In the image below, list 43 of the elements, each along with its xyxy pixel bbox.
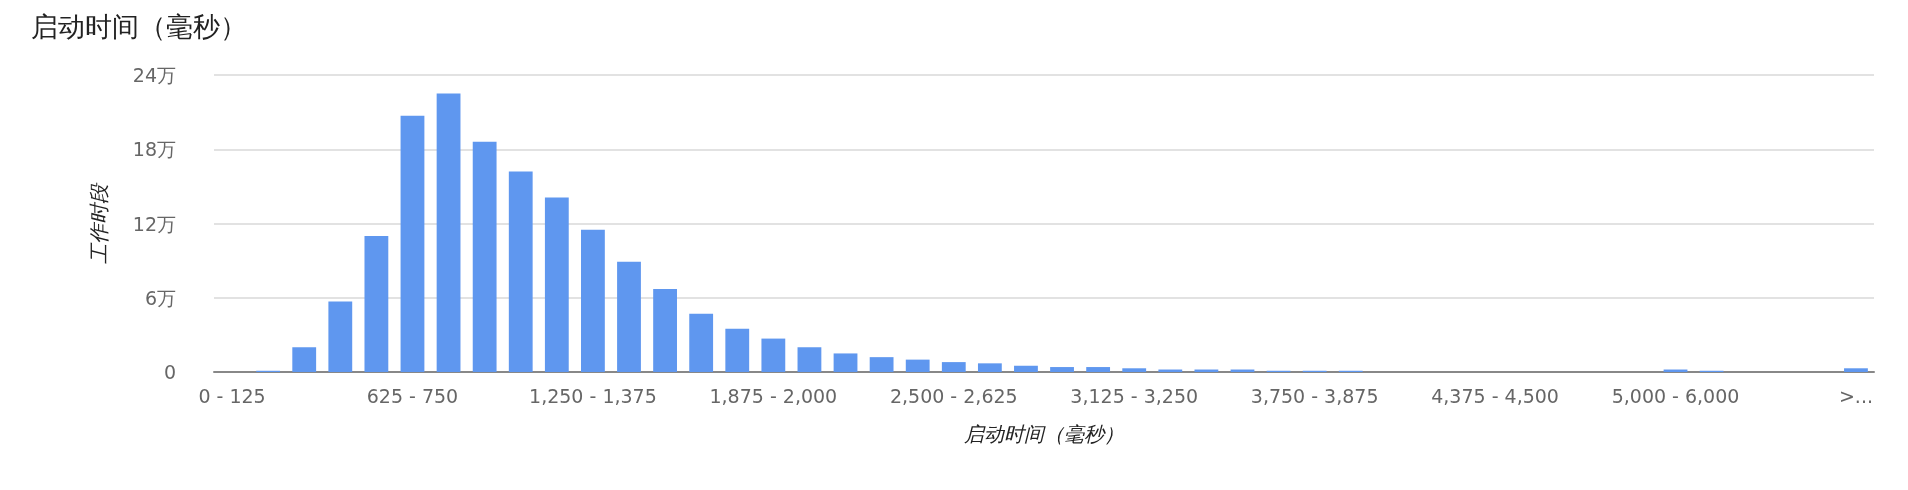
bar xyxy=(833,353,858,372)
bar xyxy=(725,328,750,372)
x-tick-label: 625 - 750 xyxy=(366,384,459,407)
x-tick-label: 3,125 - 3,250 xyxy=(1070,384,1199,407)
bar xyxy=(292,347,317,372)
bar xyxy=(653,289,677,372)
bar xyxy=(977,363,1002,372)
bar xyxy=(328,301,353,372)
bar xyxy=(1086,367,1111,372)
bar xyxy=(1844,368,1868,372)
x-tick-label: 5,000 - 6,000 xyxy=(1611,384,1740,407)
bar xyxy=(689,313,714,372)
x-tick-label: 1,875 - 2,000 xyxy=(709,384,838,407)
bar xyxy=(797,347,822,372)
bar xyxy=(941,362,966,372)
x-tick-label: 0 - 125 xyxy=(198,384,266,407)
y-tick-label: 18万 xyxy=(132,138,176,161)
x-tick-label: 1,250 - 1,375 xyxy=(529,384,657,407)
bar xyxy=(869,357,894,372)
y-tick-label: 24万 xyxy=(132,64,176,86)
bar xyxy=(364,235,389,372)
x-tick-label: 3,750 - 3,875 xyxy=(1250,384,1379,407)
bar xyxy=(508,171,533,372)
bar xyxy=(905,359,930,372)
bar xyxy=(761,338,786,372)
bar xyxy=(581,229,605,372)
x-tick-label: 2,500 - 2,625 xyxy=(889,384,1018,407)
bar xyxy=(617,261,641,372)
bar xyxy=(400,115,425,372)
x-axis-title: 启动时间（毫秒） xyxy=(964,422,1124,446)
y-tick-label: 12万 xyxy=(132,212,176,235)
x-tick-label: 4,375 - 4,500 xyxy=(1431,384,1559,407)
bar xyxy=(544,197,569,372)
bar xyxy=(1122,368,1147,372)
bar xyxy=(436,93,461,372)
bar xyxy=(1050,367,1074,372)
y-tick-label: 0 xyxy=(163,361,176,383)
chart-title: 启动时间（毫秒） xyxy=(31,11,247,42)
y-axis-title: 工作时段 xyxy=(87,181,111,264)
y-tick-label: 6万 xyxy=(144,286,176,309)
x-tick-label: >... xyxy=(1838,384,1873,407)
bar xyxy=(472,141,497,372)
bar xyxy=(1014,365,1038,372)
